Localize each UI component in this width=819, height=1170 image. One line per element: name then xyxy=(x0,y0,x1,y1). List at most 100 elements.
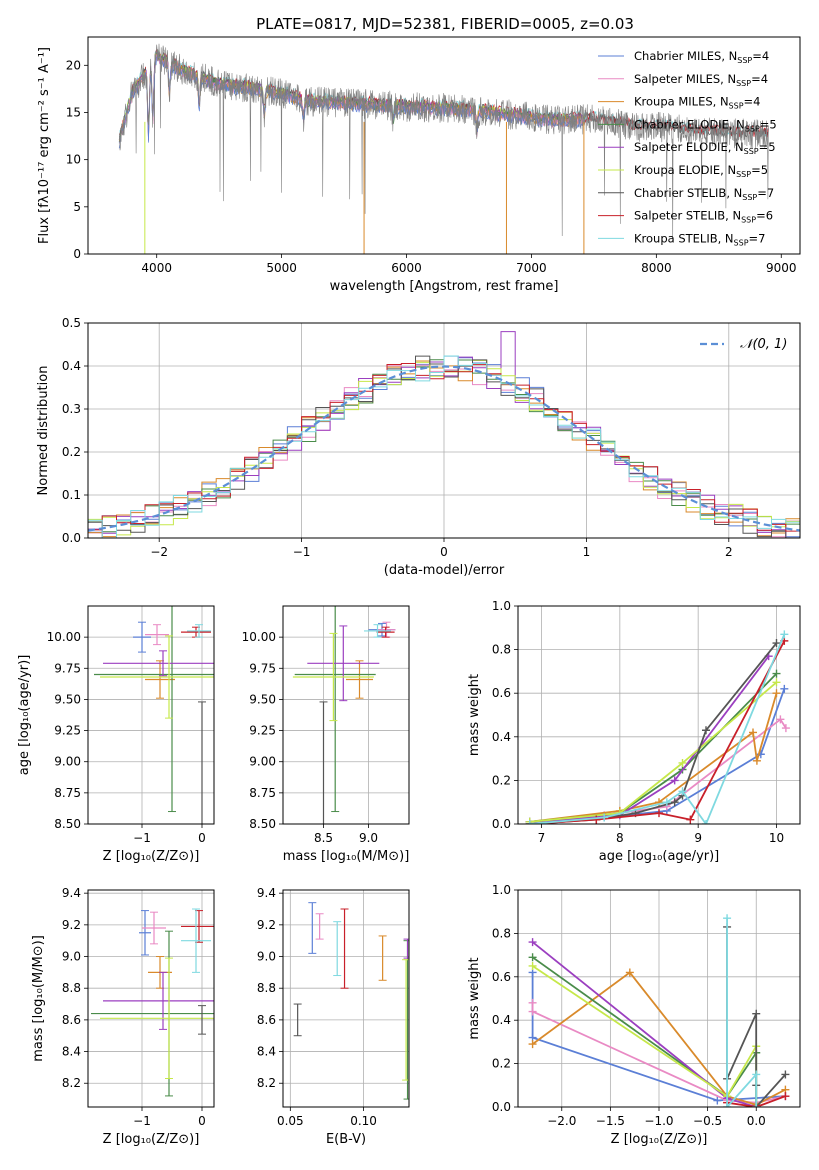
y-tick-label: 9.00 xyxy=(54,755,81,769)
y-tick-label: 8.50 xyxy=(249,817,276,831)
weight-marker xyxy=(752,1070,761,1079)
weight-marker xyxy=(702,726,710,735)
x-axis-label: Z [log₁₀(Z/Z⊙)] xyxy=(103,849,200,864)
y-axis-label: Flux [fλ10⁻¹⁷ erg cm⁻² s⁻¹ A⁻¹] xyxy=(37,47,52,244)
weight-marker xyxy=(776,715,785,724)
weight-marker xyxy=(749,728,757,737)
x-tick-label: 9.0 xyxy=(359,831,378,845)
x-axis-label: mass [log₁₀(M/M⊙)] xyxy=(283,849,410,864)
axes-mass_vs_Z: −1 0 8.2 8.4 8.6 8.8 9.0 9.2 9.4 Z [log₁₀(Z/Z⊙)] m… xyxy=(31,886,215,1147)
x-axis-label: wavelength [Angstrom, rest frame] xyxy=(330,279,559,294)
x-tick-label: 5000 xyxy=(266,261,297,275)
y-tick-label: 9.0 xyxy=(257,950,276,964)
weight-marker xyxy=(600,813,609,822)
y-tick-label: 9.4 xyxy=(257,886,276,900)
x-tick-label: 0 xyxy=(198,1114,206,1128)
x-tick-label: 9000 xyxy=(766,261,797,275)
plot-area xyxy=(91,908,214,1097)
weight-line-kroupa-miles xyxy=(529,692,778,823)
legend: Chabrier MILES, NSSP=4 Salpeter MILES, NS… xyxy=(598,49,777,247)
y-tick-label: 8.50 xyxy=(54,817,81,831)
y-tick-label: 15 xyxy=(66,105,81,119)
y-tick-label: 9.2 xyxy=(257,918,276,932)
legend-entry: Salpeter MILES, NSSP=4 xyxy=(634,72,768,88)
weight-marker xyxy=(528,1007,537,1016)
x-tick-label: −1 xyxy=(133,1114,151,1128)
weight-marker xyxy=(670,798,679,807)
x-tick-label: −1.0 xyxy=(644,1114,673,1128)
y-axis-label: mass [log₁₀(M/M⊙)] xyxy=(31,935,46,1062)
axes-age_vs_Z: −1 0 8.50 8.75 9.00 9.25 9.50 9.75 10.00 Z [log₁₀… xyxy=(17,605,215,864)
weight-marker xyxy=(780,630,789,639)
histogram-kroupa-stelib xyxy=(88,355,800,538)
weight-marker xyxy=(702,820,710,824)
y-tick-label: 8.8 xyxy=(62,981,81,995)
y-tick-label: 0.8 xyxy=(492,926,511,940)
weight-line-salpeter-elodie xyxy=(532,941,757,1107)
y-tick-label: 9.4 xyxy=(62,886,81,900)
weight-marker xyxy=(723,1103,732,1107)
legend-entry: Chabrier MILES, NSSP=4 xyxy=(634,49,769,65)
y-tick-label: 8.2 xyxy=(257,1076,276,1090)
weight-marker xyxy=(528,961,537,970)
weight-marker xyxy=(625,968,634,977)
x-tick-label: 9 xyxy=(694,831,702,845)
plot-area xyxy=(528,914,790,1107)
y-tick-label: 9.75 xyxy=(249,661,276,675)
axes-age_vs_mass: 8.5 9.0 8.50 8.75 9.00 9.25 9.50 9.75 10.00 mass … xyxy=(242,605,410,864)
y-tick-label: 8.4 xyxy=(62,1045,81,1059)
weight-line-salpeter-stelib xyxy=(529,640,786,824)
y-tick-label: 0.5 xyxy=(62,316,81,330)
x-axis-label: age [log₁₀(age/yr)] xyxy=(599,849,720,864)
y-tick-label: 0.4 xyxy=(62,359,81,373)
normal-curve xyxy=(88,365,800,532)
legend-entry: Salpeter STELIB, NSSP=6 xyxy=(634,209,773,225)
weight-marker xyxy=(772,639,781,648)
weight-marker xyxy=(723,914,732,923)
y-axis-label: mass weight xyxy=(467,674,482,756)
y-tick-label: 9.0 xyxy=(62,950,81,964)
weight-marker xyxy=(662,798,671,807)
y-tick-label: 0.2 xyxy=(62,445,81,459)
model-spectrum-salpeter-elodie xyxy=(118,50,586,144)
x-tick-label: 4000 xyxy=(141,261,172,275)
axes-frame xyxy=(517,889,801,1108)
legend-entry: Kroupa MILES, NSSP=4 xyxy=(634,95,760,111)
weight-marker xyxy=(525,820,534,824)
axes-frame xyxy=(87,322,801,539)
axes-frame xyxy=(282,605,410,825)
axes-frame xyxy=(282,889,410,1108)
figure-title: PLATE=0817, MJD=52381, FIBERID=0005, z=0… xyxy=(256,15,634,33)
plot-area xyxy=(293,902,409,1100)
y-tick-label: 0.2 xyxy=(492,1057,511,1071)
x-tick-label: 7 xyxy=(538,831,546,845)
x-tick-label: 8.5 xyxy=(314,831,333,845)
x-tick-label: −1 xyxy=(293,545,311,559)
weight-marker xyxy=(528,953,537,962)
weight-marker xyxy=(772,669,781,678)
y-tick-label: 0.2 xyxy=(492,773,511,787)
y-tick-label: 0.3 xyxy=(62,402,81,416)
x-tick-label: −2 xyxy=(150,545,168,559)
y-tick-label: 9.50 xyxy=(54,692,81,706)
weight-marker xyxy=(752,756,761,765)
weight-line-salpeter-elodie xyxy=(529,655,770,823)
plot-area xyxy=(88,331,800,538)
axes-mw_vs_age: 7 8 9 10 0.0 0.2 0.4 0.6 0.8 1.0 age [log₁₀(age/yr… xyxy=(467,599,801,864)
weight-marker xyxy=(781,1070,790,1079)
weight-line-kroupa-stelib xyxy=(529,633,786,824)
y-axis-label: Normed distribution xyxy=(36,366,51,496)
y-tick-label: 0.1 xyxy=(62,488,81,502)
x-tick-label: 0.10 xyxy=(350,1114,377,1128)
legend-entry: Chabrier STELIB, NSSP=7 xyxy=(634,186,774,202)
weight-marker xyxy=(772,689,781,698)
x-tick-label: 0 xyxy=(440,545,448,559)
y-tick-label: 8.6 xyxy=(257,1013,276,1027)
y-axis-label: age [log₁₀(age/yr)] xyxy=(17,655,32,776)
x-axis-label: E(B-V) xyxy=(326,1132,366,1147)
weight-marker xyxy=(528,998,537,1007)
x-tick-label: −0.5 xyxy=(693,1114,722,1128)
y-tick-label: 9.25 xyxy=(54,724,81,738)
x-tick-label: −1.5 xyxy=(596,1114,625,1128)
